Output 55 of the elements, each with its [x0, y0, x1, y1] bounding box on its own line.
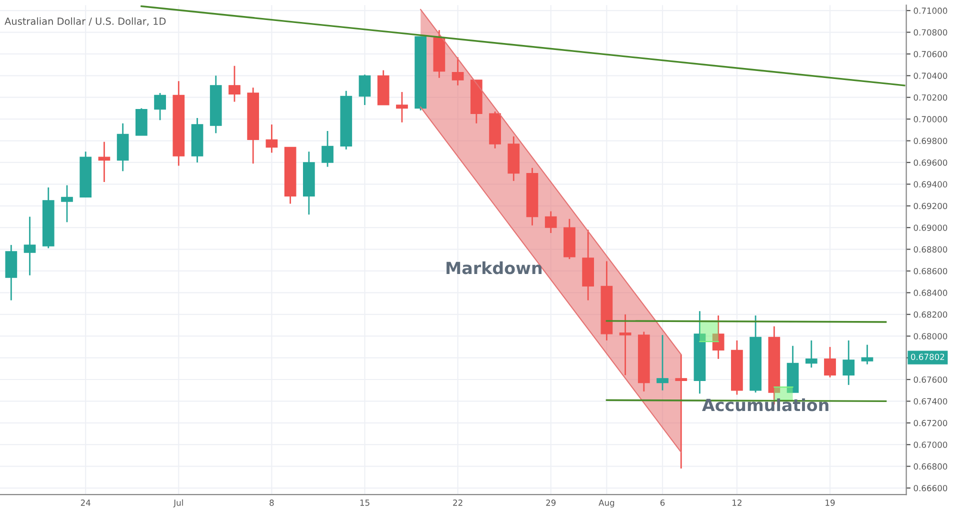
candlestick — [544, 210, 557, 234]
y-tick-label: 0.70200 — [914, 94, 948, 101]
candlestick — [396, 91, 408, 124]
candlestick — [358, 74, 371, 106]
x-tick-label: Jul — [173, 499, 183, 508]
y-tick-label: 0.67000 — [914, 442, 948, 448]
y-tick-label: 0.70800 — [914, 29, 948, 36]
candlestick — [619, 314, 632, 376]
y-tick-label: 0.70400 — [914, 72, 948, 79]
candlestick — [322, 130, 334, 168]
y-tick-label: 0.66800 — [914, 463, 948, 470]
x-tick-label: Aug — [598, 500, 614, 508]
y-tick-label: 0.66600 — [914, 485, 948, 492]
candlestick — [24, 216, 36, 276]
text: 0.67802 — [911, 354, 944, 360]
y-tick-label: 0.69600 — [914, 159, 948, 166]
y-tick-label: 0.70000 — [914, 116, 948, 122]
candlestick — [266, 124, 278, 154]
candlestick — [842, 340, 855, 386]
y-tick-label: 0.69800 — [914, 138, 948, 144]
y-tick-label: 0.71000 — [914, 8, 948, 14]
y-tick-label: 0.68600 — [914, 268, 948, 274]
annotation: Accumulation — [702, 398, 828, 412]
x-tick-label: 15 — [360, 500, 370, 506]
x-tick-label: 6 — [660, 500, 665, 506]
y-tick-label: 0.68200 — [914, 311, 948, 318]
candlestick — [861, 344, 874, 366]
x-tick-label: 12 — [732, 500, 742, 506]
candlestick — [452, 56, 464, 86]
annotation: Markdown — [446, 261, 542, 274]
y-tick-label: 0.68000 — [914, 333, 948, 340]
x-tick-label: 8 — [270, 500, 274, 506]
candlestick — [61, 184, 73, 223]
y-tick-label: 0.69200 — [914, 202, 948, 210]
x-tick-label: 19 — [826, 500, 835, 506]
x-tick-label: 29 — [546, 500, 556, 506]
x-tick-label: 24 — [80, 500, 90, 506]
y-tick-label: 0.70600 — [914, 50, 948, 58]
y-tick-label: 0.68400 — [914, 290, 948, 296]
y-tick-label: 0.67400 — [914, 398, 948, 404]
y-tick-label: 0.68800 — [914, 246, 948, 253]
candlestick — [824, 346, 836, 378]
y-tick-label: 0.67600 — [914, 376, 948, 383]
candlestick — [805, 340, 818, 368]
text: Australian Dollar / U.S. Dollar, 1D — [4, 17, 166, 26]
candlestick — [98, 141, 110, 183]
y-tick-label: 0.69400 — [914, 181, 948, 188]
candlestick — [228, 65, 240, 102]
candlestick — [656, 334, 668, 392]
candlestick — [154, 92, 166, 121]
y-tick-label: 0.69000 — [914, 224, 948, 231]
candlestick — [712, 314, 724, 360]
candlestick — [675, 354, 688, 470]
x-tick-label: 22 — [453, 500, 462, 506]
y-tick-label: 0.67200 — [914, 420, 948, 426]
